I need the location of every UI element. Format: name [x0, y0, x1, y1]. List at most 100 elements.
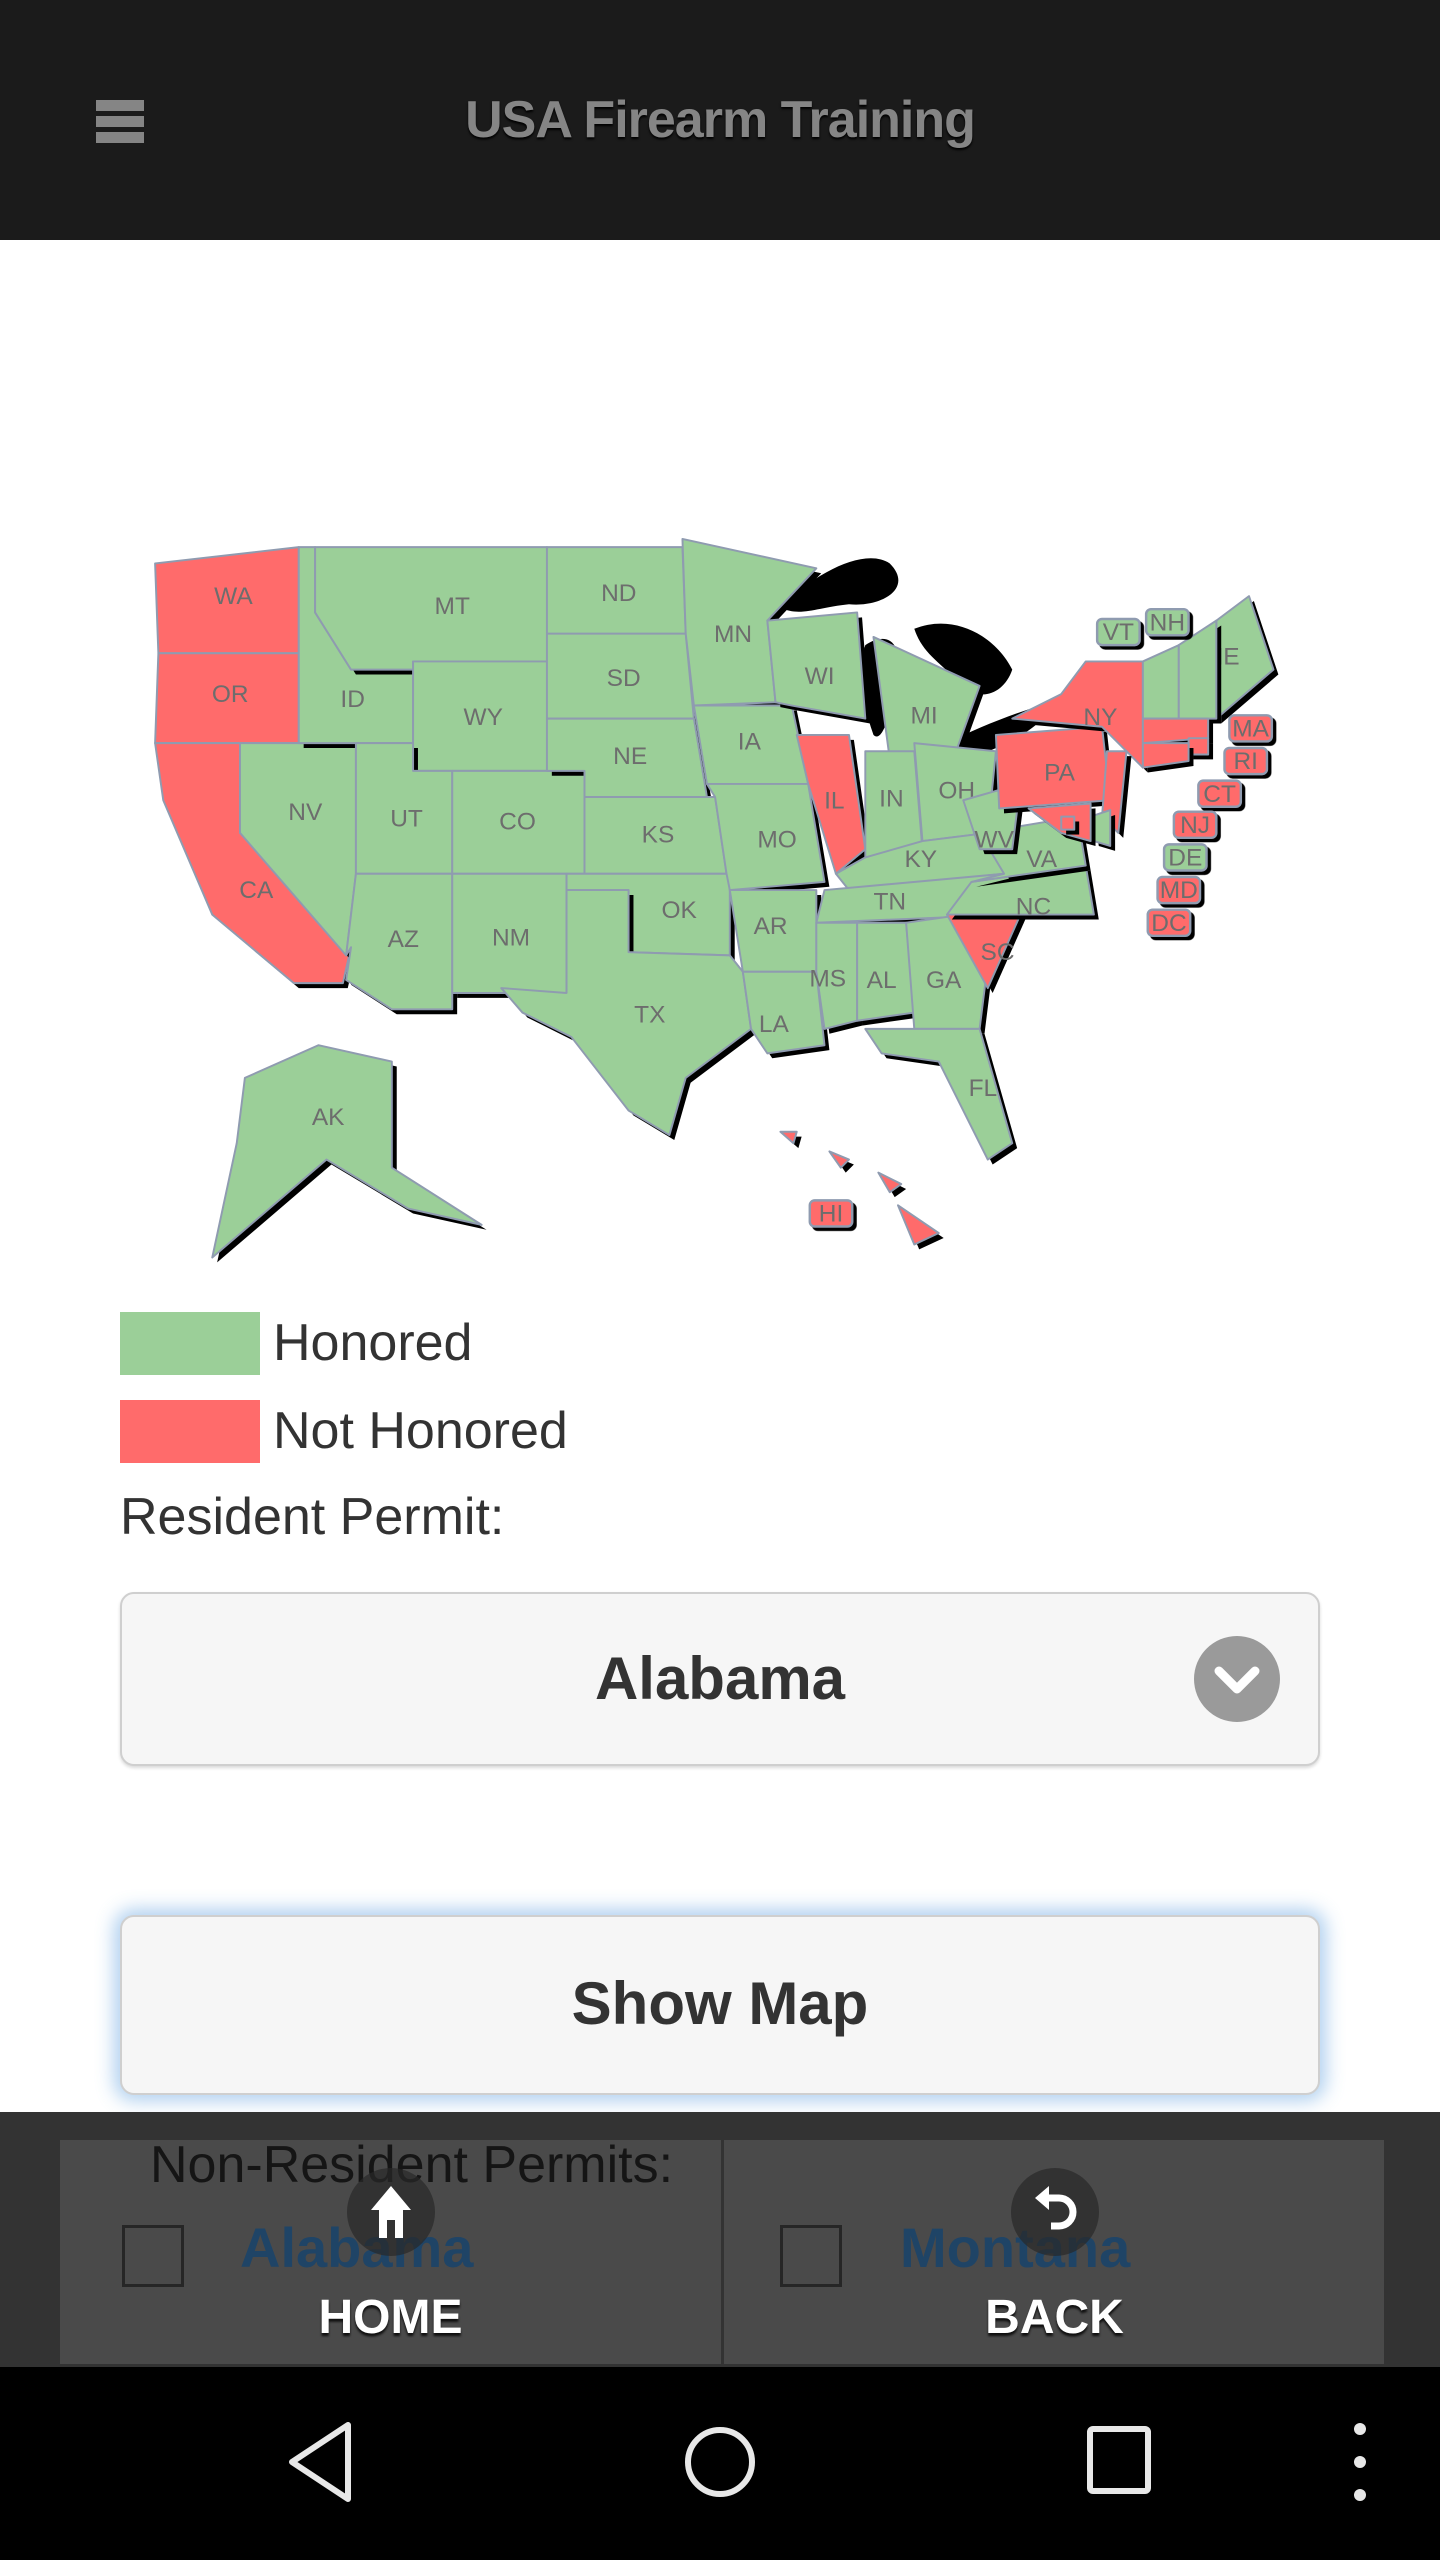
- state-label: MN: [714, 621, 752, 648]
- state-wi[interactable]: [766, 611, 867, 720]
- back-triangle-icon[interactable]: [280, 2417, 360, 2507]
- back-button[interactable]: BACK: [724, 2140, 1385, 2364]
- state-label: IN: [879, 786, 903, 813]
- checkbox-montana[interactable]: [780, 2225, 842, 2287]
- resident-permit-label: Resident Permit:: [120, 1488, 505, 1546]
- state-label: KY: [904, 846, 937, 873]
- state-label: HI: [819, 1201, 843, 1228]
- state-label: AK: [312, 1104, 345, 1131]
- state-label: CT: [1203, 781, 1236, 808]
- state-label: DC: [1151, 910, 1186, 937]
- state-label: WA: [214, 583, 253, 610]
- state-la[interactable]: [741, 970, 826, 1055]
- state-label: AR: [754, 913, 788, 940]
- selected-state: Alabama: [594, 1645, 846, 1712]
- footer-navbar-background: [0, 2112, 1440, 2367]
- state-fl[interactable]: [864, 1027, 1014, 1161]
- state-label: VA: [1026, 846, 1058, 873]
- state-dc[interactable]: [1060, 815, 1076, 831]
- nav-divider: [721, 2140, 724, 2364]
- state-label: RI: [1233, 748, 1257, 775]
- state-hi[interactable]: [877, 1171, 903, 1194]
- state-ak[interactable]: [211, 1044, 483, 1259]
- state-chip-ri[interactable]: [1223, 746, 1269, 776]
- state-label: TN: [873, 889, 906, 916]
- show-map-button[interactable]: Show Map: [120, 1915, 1320, 2095]
- state-ct[interactable]: [1141, 742, 1190, 769]
- checkbox-alabama[interactable]: [122, 2225, 184, 2287]
- state-label: WY: [464, 704, 503, 731]
- resident-permit-select[interactable]: Alabama: [120, 1592, 1320, 1766]
- android-nav-bar: [0, 2367, 1440, 2560]
- state-label: OR: [212, 681, 249, 708]
- state-ms[interactable]: [815, 921, 859, 1030]
- app-header: USA Firearm Training: [0, 0, 1440, 240]
- state-label: NE: [613, 743, 647, 770]
- state-chip-de[interactable]: [1162, 843, 1208, 872]
- state-label: MT: [435, 593, 470, 620]
- footer-navbar: HOME BACK: [0, 2112, 1440, 2367]
- state-label: ID: [340, 686, 364, 713]
- state-nh[interactable]: [1177, 619, 1218, 720]
- state-label: IL: [824, 787, 844, 814]
- app-title: USA Firearm Training: [465, 91, 976, 149]
- state-label: OK: [661, 897, 697, 924]
- state-label: IA: [738, 729, 762, 756]
- state-label: SD: [607, 665, 641, 692]
- state-label: ND: [601, 580, 636, 607]
- state-label: NJ: [1180, 812, 1210, 839]
- not-honored-swatch: [120, 1400, 260, 1463]
- state-label: CO: [499, 809, 536, 836]
- home-label: HOME: [318, 2291, 463, 2344]
- state-label: CA: [239, 877, 274, 904]
- state-chip-nh[interactable]: [1144, 607, 1190, 637]
- state-chip-hi[interactable]: [808, 1199, 854, 1228]
- home-circle-icon[interactable]: [680, 2417, 760, 2507]
- home-icon: [346, 2168, 435, 2256]
- state-tx[interactable]: [500, 889, 752, 1137]
- state-label: KS: [642, 822, 675, 849]
- state-label: MA: [1232, 715, 1269, 742]
- state-chip-ct[interactable]: [1197, 779, 1243, 809]
- state-label: GA: [926, 967, 962, 994]
- state-chip-nj[interactable]: [1172, 810, 1218, 840]
- chevron-down-icon: [1194, 1636, 1280, 1722]
- state-hi[interactable]: [896, 1204, 940, 1246]
- show-map-label: Show Map: [571, 1970, 869, 2037]
- state-label: NC: [1016, 894, 1051, 921]
- recents-square-icon[interactable]: [1080, 2417, 1160, 2507]
- state-chip-ma[interactable]: [1228, 714, 1274, 743]
- legend-honored-label: Honored: [273, 1314, 473, 1372]
- state-chip-dc[interactable]: [1146, 908, 1192, 938]
- legend-not-honored-label: Not Honored: [273, 1402, 568, 1460]
- state-il[interactable]: [795, 733, 867, 875]
- overflow-dots-icon[interactable]: [1340, 2417, 1380, 2507]
- state-label: NV: [288, 799, 323, 826]
- state-label: MD: [1160, 877, 1198, 904]
- state-vt[interactable]: [1141, 644, 1180, 720]
- state-label: DE: [1168, 845, 1202, 872]
- state-label: FL: [969, 1075, 998, 1102]
- state-label: TX: [634, 1001, 665, 1028]
- state-hi[interactable]: [779, 1130, 798, 1145]
- state-label: MS: [809, 965, 846, 992]
- state-label: UT: [390, 805, 423, 832]
- home-button[interactable]: HOME: [60, 2140, 721, 2364]
- state-label: NH: [1150, 609, 1185, 636]
- great-lake: [914, 623, 1013, 695]
- state-label: VT: [1103, 619, 1134, 646]
- undo-icon: [1010, 2168, 1099, 2256]
- state-label: NM: [492, 925, 530, 952]
- honored-swatch: [120, 1312, 260, 1375]
- state-label: MI: [910, 702, 937, 729]
- state-mt[interactable]: [314, 546, 548, 671]
- state-chip-vt[interactable]: [1095, 617, 1141, 647]
- us-reciprocity-map: WA OR CA NV ID MT WY UT CO AZ NM ND SD NE KS OK TX MN IA MO…: [154, 537, 1279, 1263]
- state-label: AZ: [388, 926, 419, 953]
- state-label: AL: [867, 967, 897, 994]
- state-label: WI: [805, 663, 835, 690]
- hamburger-menu-icon[interactable]: [96, 100, 144, 144]
- state-label: SC: [981, 939, 1015, 966]
- state-chip-md[interactable]: [1156, 875, 1202, 905]
- state-hi[interactable]: [828, 1150, 850, 1169]
